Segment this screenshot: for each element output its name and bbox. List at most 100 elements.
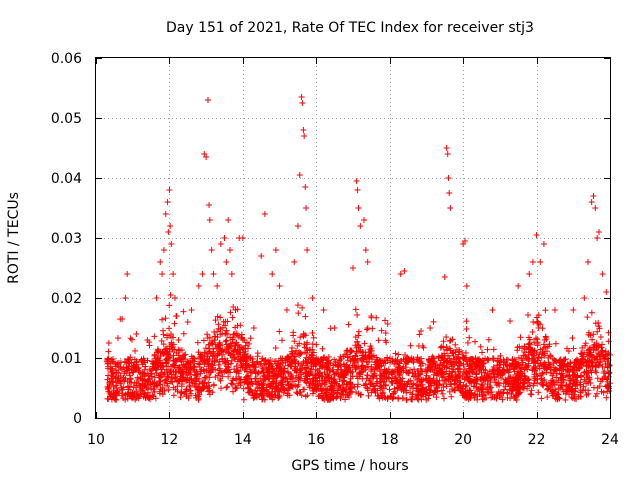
data-point — [584, 362, 591, 369]
y-tick-label: 0.02 — [51, 291, 82, 307]
data-point — [424, 367, 431, 374]
data-point — [309, 329, 316, 336]
data-point — [516, 343, 523, 350]
data-point — [576, 365, 583, 372]
data-point — [535, 312, 542, 319]
data-point — [193, 394, 200, 401]
data-point — [402, 360, 409, 367]
data-point — [135, 380, 142, 387]
data-point — [275, 388, 282, 395]
data-point — [114, 335, 121, 342]
data-point — [295, 360, 302, 367]
data-point — [166, 367, 173, 374]
data-point — [422, 375, 429, 382]
data-point — [443, 334, 450, 341]
data-point — [529, 259, 536, 265]
data-point — [596, 353, 603, 360]
data-point — [284, 378, 291, 385]
data-point — [247, 355, 254, 362]
data-point — [489, 355, 496, 362]
data-point — [490, 370, 497, 377]
data-point — [545, 385, 552, 392]
data-point — [355, 205, 362, 211]
data-point — [297, 334, 304, 341]
data-point — [533, 232, 540, 238]
data-point — [474, 387, 481, 394]
data-point — [151, 333, 158, 340]
data-point — [124, 383, 131, 390]
data-point — [110, 390, 117, 397]
data-point — [414, 367, 421, 374]
data-point — [164, 334, 171, 341]
data-point — [592, 205, 599, 211]
data-point — [187, 371, 194, 378]
data-point — [502, 383, 509, 390]
data-point — [225, 217, 232, 223]
data-point — [272, 247, 279, 253]
data-point — [261, 211, 268, 217]
data-point — [227, 309, 234, 316]
data-point — [271, 368, 278, 375]
data-point — [285, 387, 292, 394]
data-point — [568, 386, 575, 393]
data-point — [319, 373, 326, 380]
data-point — [259, 355, 266, 362]
data-point — [428, 382, 435, 389]
data-point — [240, 396, 247, 403]
data-point — [570, 345, 577, 352]
data-point — [120, 374, 127, 381]
data-point — [400, 356, 407, 363]
data-point — [109, 370, 116, 377]
data-point — [539, 381, 546, 388]
data-point — [540, 341, 547, 348]
data-point — [486, 368, 493, 375]
data-point — [256, 384, 263, 391]
data-point — [294, 383, 301, 390]
data-point — [245, 380, 252, 387]
data-point — [258, 253, 265, 259]
data-point — [354, 339, 361, 346]
data-point — [309, 341, 316, 348]
data-point — [494, 358, 501, 365]
data-point — [463, 318, 470, 325]
data-point — [376, 357, 383, 364]
data-point — [487, 384, 494, 391]
data-point — [452, 381, 459, 388]
data-point — [378, 327, 385, 334]
data-point — [594, 328, 601, 335]
data-point — [114, 387, 121, 394]
y-tick-label: 0 — [73, 411, 82, 427]
data-point — [255, 361, 262, 368]
data-point — [534, 342, 541, 349]
data-point — [539, 350, 546, 357]
data-point — [593, 356, 600, 363]
data-point — [125, 356, 132, 363]
data-point — [264, 374, 271, 381]
data-point — [221, 360, 228, 367]
data-point — [292, 353, 299, 360]
data-point — [273, 365, 280, 372]
data-point — [204, 335, 211, 342]
data-point — [352, 342, 359, 349]
data-point — [480, 391, 487, 398]
data-point — [440, 338, 447, 345]
data-point — [460, 355, 467, 362]
data-point — [300, 127, 307, 133]
data-point — [517, 334, 524, 341]
data-point — [333, 393, 340, 400]
data-point — [175, 337, 182, 343]
data-point — [133, 331, 140, 337]
data-point — [165, 229, 172, 235]
data-point — [435, 367, 442, 374]
data-point — [204, 331, 211, 338]
data-point — [146, 342, 153, 349]
data-point — [291, 259, 298, 265]
data-point — [356, 373, 363, 380]
data-point — [197, 370, 204, 377]
data-point — [229, 314, 236, 321]
data-point — [453, 346, 460, 353]
data-point — [401, 268, 408, 274]
data-point — [269, 271, 276, 277]
data-point — [538, 354, 545, 361]
data-point — [331, 379, 338, 386]
